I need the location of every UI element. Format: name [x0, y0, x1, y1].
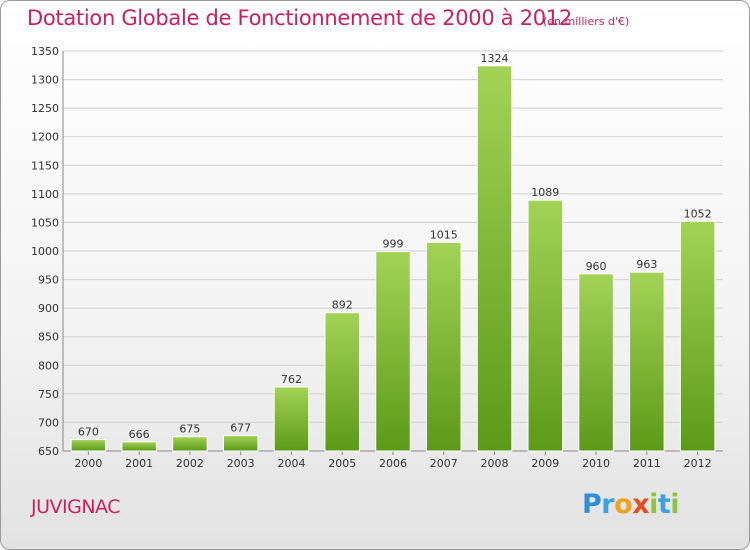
data-label-2011: 963 [636, 258, 657, 271]
data-label-2007: 1015 [430, 228, 458, 241]
y-tick-label: 1150 [31, 159, 59, 172]
bar-2003 [222, 435, 259, 452]
y-tick-label: 800 [38, 359, 59, 372]
x-tick-label-2002: 2002 [176, 457, 204, 470]
y-tick-label: 950 [38, 274, 59, 287]
y-tick-label: 1050 [31, 216, 59, 229]
x-tick-label-2000: 2000 [74, 457, 102, 470]
chart-title: Dotation Globale de Fonctionnement de 20… [27, 6, 572, 30]
x-tick-label-2012: 2012 [684, 457, 712, 470]
x-tick-label-2008: 2008 [481, 457, 509, 470]
bar-2001 [121, 441, 157, 452]
data-label-2008: 1324 [481, 52, 509, 65]
data-label-2006: 999 [383, 238, 404, 251]
y-tick-label: 900 [38, 302, 59, 315]
x-tick-label-2009: 2009 [531, 457, 559, 470]
data-label-2012: 1052 [684, 207, 712, 220]
y-tick-label: 750 [38, 388, 59, 401]
y-tick-label: 1200 [31, 131, 59, 144]
y-tick-label: 850 [38, 331, 59, 344]
x-tick-label-2003: 2003 [227, 457, 255, 470]
y-tick-label: 1300 [31, 74, 59, 87]
x-tick-label-2010: 2010 [582, 457, 610, 470]
x-tick-label-2004: 2004 [277, 457, 305, 470]
commune-name: JUVIGNAC [31, 496, 120, 518]
x-tick-label-2006: 2006 [379, 457, 407, 470]
y-tick-label: 1350 [31, 45, 59, 58]
x-tick-label-2007: 2007 [430, 457, 458, 470]
bar-2006 [375, 251, 411, 452]
bar-2000 [70, 439, 107, 452]
data-label-2010: 960 [586, 260, 607, 273]
axes: 650 700 750 800 850 900 950 1000 1050 1100 1150 120… [31, 45, 723, 470]
data-label-2000: 670 [78, 426, 99, 439]
unit-label: (en milliers d'€) [543, 15, 630, 28]
bar-2005 [324, 312, 360, 452]
bar-2004 [273, 386, 310, 452]
y-tick-label: 1250 [31, 102, 59, 115]
data-label-2002: 675 [179, 423, 200, 436]
bar-2002 [172, 436, 208, 452]
y-tick-label: 1000 [31, 245, 59, 258]
data-labels: 670 666 675 677 762 892 999 1015 1324 1089 960 963 1… [78, 52, 712, 441]
bar-2007 [426, 241, 462, 452]
bars [70, 65, 716, 452]
data-label-2001: 666 [129, 428, 150, 441]
data-label-2009: 1089 [531, 186, 559, 199]
data-label-2005: 892 [332, 299, 353, 312]
data-label-2003: 677 [230, 422, 251, 435]
x-tick-label-2005: 2005 [328, 457, 356, 470]
bar-2008 [476, 65, 513, 452]
bar-2012 [679, 220, 716, 452]
bar-2011 [629, 271, 665, 452]
bar-2010 [578, 273, 614, 452]
proxiti-logo[interactable]: Proxiti [582, 489, 680, 520]
x-tick-label-2001: 2001 [125, 457, 153, 470]
y-tick-label: 700 [38, 416, 59, 429]
data-label-2004: 762 [281, 373, 302, 386]
x-tick-label-2011: 2011 [633, 457, 661, 470]
y-tick-label: 650 [38, 445, 59, 458]
bar-2009 [527, 199, 564, 452]
y-tick-label: 1100 [31, 188, 59, 201]
